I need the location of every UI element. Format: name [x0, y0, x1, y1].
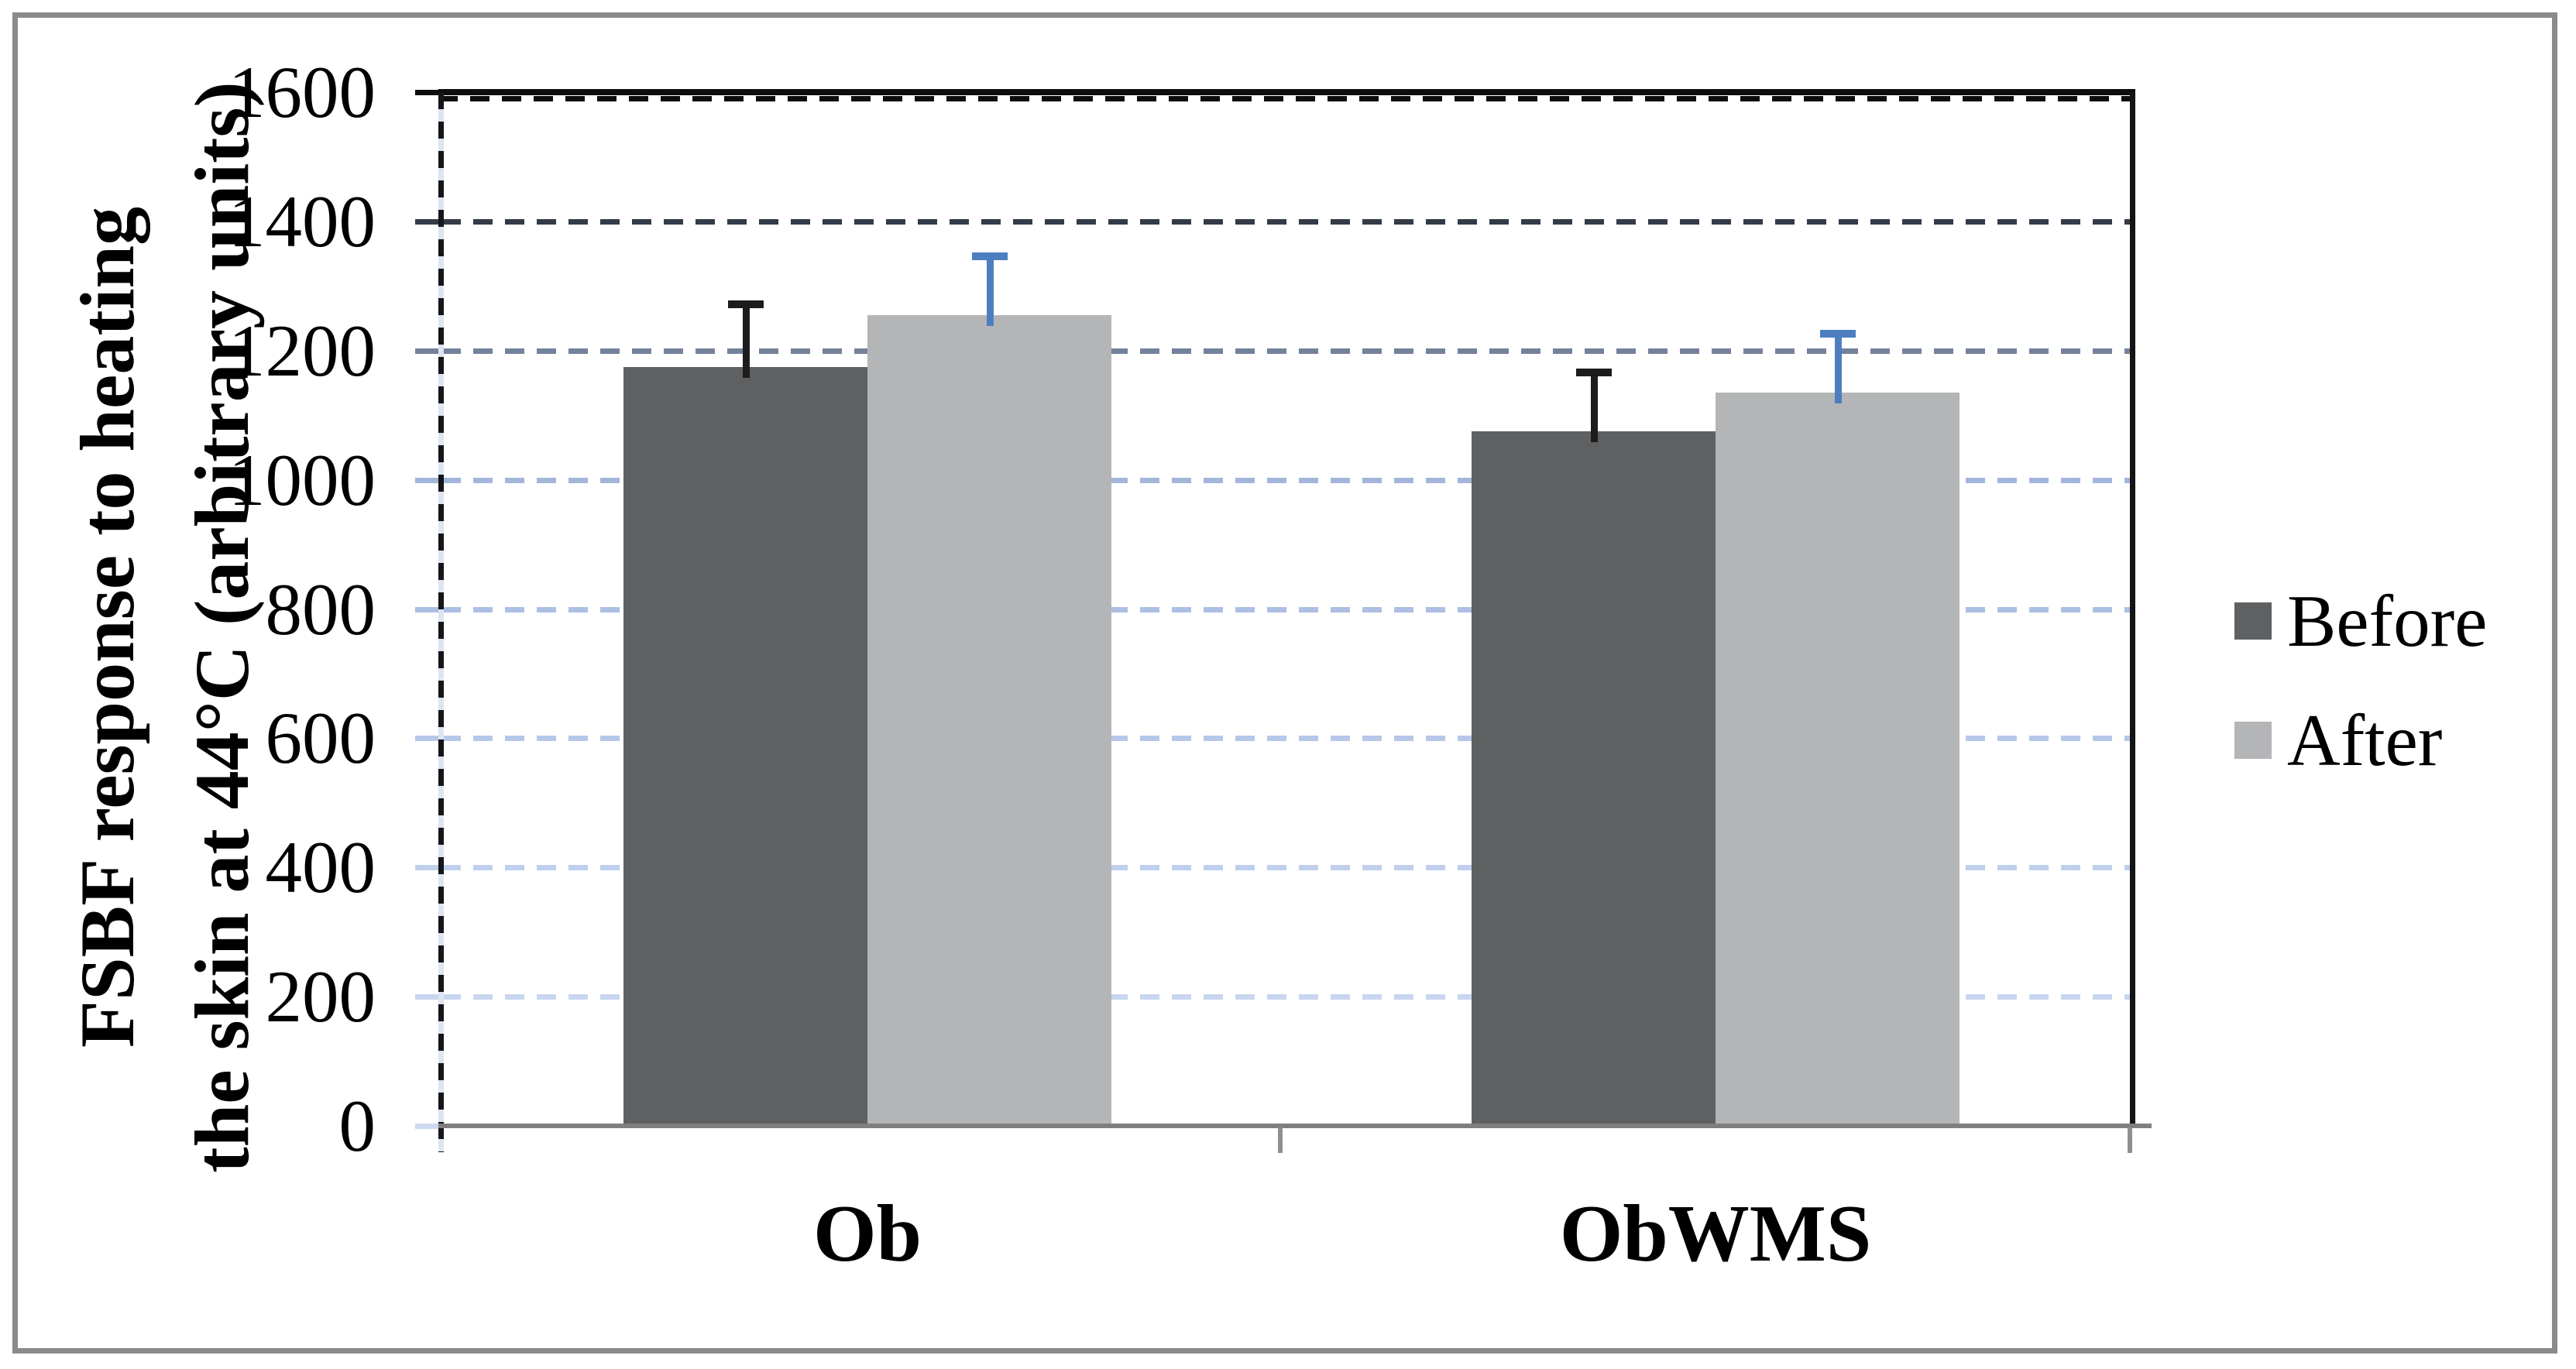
- y-axis-tick-600: [415, 736, 441, 742]
- y-axis-tick-1400: [415, 218, 441, 225]
- bar-ob-before: [623, 366, 867, 1124]
- gridline-200: [441, 994, 2132, 1000]
- error-bar-obwms-before: [1590, 369, 1598, 443]
- y-tick-label-400: 400: [265, 826, 376, 909]
- y-axis-tick-1200: [415, 348, 441, 354]
- legend-item-after: After: [2234, 699, 2567, 781]
- x-axis-tick-middle: [1278, 1127, 1283, 1153]
- plot-right-border: [2130, 92, 2135, 1127]
- y-tick-label-200: 200: [265, 956, 376, 1038]
- gridline-1400: [441, 218, 2132, 225]
- bar-ob-after: [867, 314, 1111, 1124]
- gridline-1200: [441, 348, 2132, 354]
- y-tick-label-1000: 1000: [228, 438, 376, 521]
- y-tick-label-800: 800: [265, 568, 376, 650]
- bar-obwms-after: [1716, 392, 1959, 1124]
- y-axis-tick-800: [415, 606, 441, 612]
- category-label-obwms: ObWMS: [1559, 1188, 1872, 1278]
- legend-swatch-after: [2234, 722, 2272, 759]
- y-tick-label-0: 0: [338, 1085, 376, 1167]
- error-bar-cap-obwms-before: [1575, 368, 1612, 376]
- y-axis-line: [438, 92, 444, 1152]
- gridline-1000: [441, 477, 2132, 483]
- y-tick-label-1600: 1600: [228, 51, 376, 133]
- error-bar-cap-ob-before: [727, 300, 764, 309]
- error-bar-cap-obwms-after: [1819, 329, 1856, 338]
- y-axis-tick-200: [415, 994, 441, 1000]
- error-bar-ob-before: [742, 302, 750, 378]
- figure-border: [12, 12, 2557, 1354]
- x-axis-tick-right: [2128, 1127, 2132, 1153]
- legend-label-before: Before: [2287, 580, 2488, 662]
- y-tick-label-600: 600: [265, 697, 376, 780]
- y-axis-tick-400: [415, 865, 441, 871]
- gridline-800: [441, 606, 2132, 612]
- legend-label-after: After: [2287, 699, 2443, 781]
- plot-top-border: [438, 89, 2135, 95]
- y-tick-label-1200: 1200: [228, 309, 376, 392]
- legend-item-before: Before: [2234, 580, 2567, 662]
- y-tick-label-1400: 1400: [228, 180, 376, 262]
- error-bar-obwms-after: [1834, 331, 1842, 403]
- legend-swatch-before: [2234, 602, 2272, 640]
- category-label-ob: Ob: [812, 1188, 922, 1278]
- y-axis-tick-1000: [415, 477, 441, 483]
- gridline-400: [441, 865, 2132, 871]
- error-bar-ob-after: [986, 253, 994, 326]
- x-axis-line: [438, 1124, 2152, 1128]
- y-axis-tick-0: [415, 1124, 441, 1129]
- error-bar-cap-ob-after: [971, 252, 1008, 260]
- gridline-600: [441, 736, 2132, 742]
- y-axis-tick-1600: [415, 90, 441, 95]
- gridline-1600: [438, 96, 2135, 101]
- bar-obwms-before: [1472, 431, 1716, 1124]
